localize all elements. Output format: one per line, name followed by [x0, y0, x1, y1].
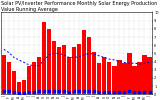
Point [133, 91, 136, 93]
Point [33, 91, 35, 93]
Point [128, 91, 131, 92]
Point [68, 91, 70, 93]
Bar [87, 37, 91, 94]
Point [23, 92, 25, 94]
Point [73, 91, 76, 92]
Bar [102, 57, 106, 94]
Point [138, 91, 141, 93]
Point [63, 91, 65, 92]
Bar [142, 55, 147, 94]
Point [38, 91, 40, 92]
Point [58, 91, 60, 92]
Bar [37, 57, 41, 94]
Bar [122, 63, 127, 94]
Point [143, 91, 146, 93]
Point [93, 91, 96, 92]
Bar [7, 62, 11, 94]
Bar [22, 80, 26, 94]
Point [28, 91, 30, 93]
Point [98, 91, 101, 93]
Point [113, 92, 116, 93]
Bar [32, 62, 36, 94]
Bar [112, 66, 116, 94]
Bar [17, 82, 21, 94]
Bar [82, 30, 86, 94]
Point [18, 92, 20, 94]
Point [83, 90, 86, 91]
Point [3, 91, 5, 92]
Point [123, 91, 126, 93]
Bar [52, 41, 56, 94]
Bar [127, 53, 132, 94]
Bar [2, 55, 6, 94]
Point [13, 92, 15, 93]
Bar [67, 57, 71, 94]
Bar [77, 44, 81, 94]
Bar [62, 45, 66, 94]
Point [118, 91, 121, 93]
Bar [132, 66, 137, 94]
Point [148, 91, 151, 93]
Bar [42, 22, 46, 94]
Bar [97, 63, 101, 94]
Bar [107, 62, 112, 94]
Point [8, 91, 10, 92]
Point [103, 91, 106, 93]
Bar [72, 47, 76, 94]
Point [53, 91, 55, 92]
Point [48, 90, 50, 91]
Point [78, 91, 80, 92]
Point [108, 91, 111, 93]
Point [88, 90, 91, 91]
Bar [137, 62, 142, 94]
Bar [47, 29, 51, 94]
Point [43, 90, 45, 91]
Bar [92, 52, 96, 94]
Bar [27, 66, 31, 94]
Bar [12, 71, 16, 94]
Bar [147, 57, 152, 94]
Bar [117, 60, 122, 94]
Bar [57, 47, 61, 94]
Text: Solar PV/Inverter Performance Monthly Solar Energy Production Value Running Aver: Solar PV/Inverter Performance Monthly So… [1, 1, 158, 12]
